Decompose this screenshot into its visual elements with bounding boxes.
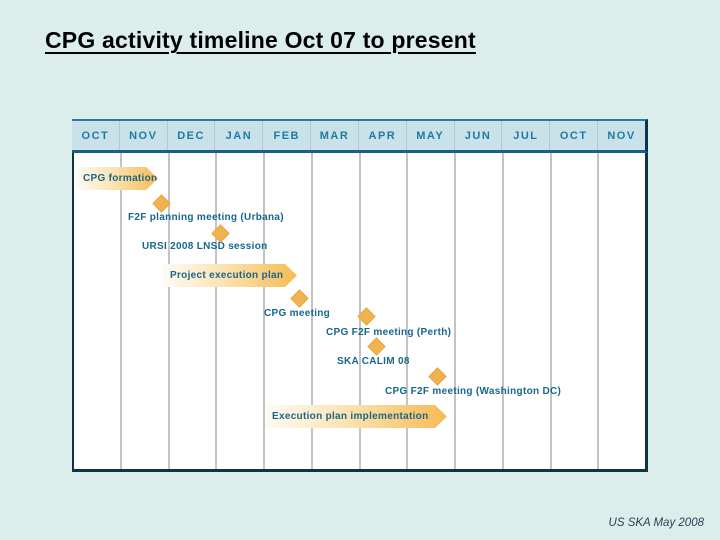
page-title: CPG activity timeline Oct 07 to present [45,27,476,53]
grid-column [265,153,313,469]
grid-column [408,153,456,469]
phase-banner-execution-plan-implementation: Execution plan implementation [265,405,447,428]
grid-column [361,153,409,469]
month-cell-jun-08: JUN [455,121,503,150]
month-cell-jan-08: JAN [215,121,264,150]
month-cell-mar-08: MAR [311,121,359,150]
grid-column [456,153,504,469]
phase-banner-project-execution-plan: Project execution plan [163,264,297,287]
phase-banner-cpg-formation: CPG formation [76,167,158,190]
timeline-month-header: OCT NOV DEC JAN FEB MAR APR MAY JUN JUL … [72,119,648,153]
grid-column [552,153,600,469]
grid-column [170,153,218,469]
month-cell-feb-08: FEB [263,121,312,150]
grid-column [217,153,265,469]
grid-column [74,153,122,469]
month-cell-may-08: MAY [407,121,455,150]
grid-column [313,153,361,469]
milestone-label-f2f-planning-urbana: F2F planning meeting (Urbana) [128,212,284,223]
slide-footer-credit: US SKA May 2008 [608,517,704,529]
month-cell-jul-08: JUL [502,121,551,150]
grid-column [504,153,552,469]
milestone-label-ska-calim-08: SKA CALIM 08 [337,356,410,367]
month-cell-dec-07: DEC [168,121,216,150]
grid-column [599,153,645,469]
month-cell-oct-07: OCT [72,121,120,150]
milestone-label-cpg-meeting: CPG meeting [264,308,331,319]
month-cell-nov-08: NOV [607,129,636,142]
grid-column [122,153,170,469]
month-cell-oct-08: OCT [550,121,599,150]
milestone-label-ursi-2008-lnsd: URSI 2008 LNSD session [142,241,268,252]
milestone-label-cpg-f2f-perth: CPG F2F meeting (Perth) [326,327,452,338]
month-cell-apr-08: APR [359,121,407,150]
month-cell-nov-07: NOV [120,121,168,150]
milestone-label-cpg-f2f-washington-dc: CPG F2F meeting (Washington DC) [385,386,562,397]
